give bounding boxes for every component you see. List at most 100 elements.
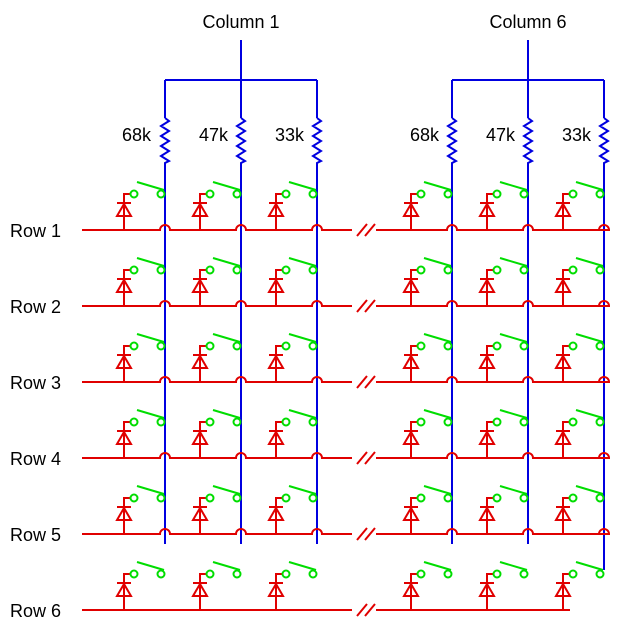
cell-wire [410,421,418,458]
switch-contact [156,493,166,503]
diode-icon [402,202,420,217]
resistor-label-c1-a: 68k [122,125,152,145]
switch-lever [575,485,604,495]
cell-wire [199,269,207,306]
break-mark-icon [356,451,376,465]
cell-wire [562,193,570,230]
diode-icon [191,430,209,445]
switch-contact [443,493,453,503]
switch-lever [575,561,604,571]
cell-wire [275,497,283,534]
diode-icon [191,582,209,597]
cell-wire [199,573,207,610]
switch-lever [288,181,317,191]
switch-lever [136,257,165,267]
switch-icon [416,189,426,199]
switch-icon [129,265,139,275]
switch-icon [129,493,139,503]
switch-lever [288,333,317,343]
switch-lever [212,485,241,495]
switch-contact [595,189,605,199]
switch-lever [212,257,241,267]
switch-lever [575,257,604,267]
switch-contact [595,265,605,275]
switch-icon [281,417,291,427]
switch-lever [423,257,452,267]
switch-contact [308,417,318,427]
switch-icon [205,265,215,275]
break-mark-icon [356,223,376,237]
row-wire [82,452,611,459]
diode-icon [478,354,496,369]
cell-wire [123,345,131,382]
row-gap [352,454,376,462]
switch-contact [595,341,605,351]
cell-wire [410,345,418,382]
switch-contact [443,265,453,275]
switch-contact [156,341,166,351]
switch-contact [308,341,318,351]
switch-icon [416,569,426,579]
switch-contact [519,493,529,503]
column-label-6: Column 6 [489,12,566,32]
row-wire [82,528,611,535]
resistor-label-c6-a: 68k [410,125,440,145]
switch-lever [499,257,528,267]
cell-wire [123,193,131,230]
diode-icon [267,278,285,293]
switch-contact [519,569,529,579]
diode-icon [402,354,420,369]
switch-icon [568,493,578,503]
row-label-2: Row 2 [10,297,61,317]
cell-wire [562,421,570,458]
diode-icon [554,202,572,217]
resistor-zigzag-icon [311,117,324,544]
cell-wire [486,497,494,534]
column-label-1: Column 1 [202,12,279,32]
components [115,181,605,610]
resistor-zigzag-icon [446,117,459,544]
switch-icon [416,417,426,427]
switch-lever [423,333,452,343]
switch-icon [492,341,502,351]
labels: Column 1 Column 6 68k 47k 33k 68k 47k 33… [10,12,592,621]
switch-contact [156,569,166,579]
diode-icon [115,278,133,293]
cell-wire [562,345,570,382]
switch-lever [499,561,528,571]
switch-contact [308,189,318,199]
switch-contact [519,341,529,351]
switch-contact [308,569,318,579]
diode-icon [402,278,420,293]
switch-icon [205,341,215,351]
resistor-zigzag-icon [235,117,248,544]
switch-icon [281,493,291,503]
switch-contact [595,569,605,579]
cell-wire [123,421,131,458]
switch-icon [205,569,215,579]
switch-icon [492,417,502,427]
switch-contact [308,493,318,503]
switch-contact [595,417,605,427]
cell-wire [123,497,131,534]
switch-lever [423,561,452,571]
diode-icon [402,506,420,521]
break-mark-icon [356,527,376,541]
switch-icon [492,265,502,275]
switch-icon [281,341,291,351]
cell-wire [199,193,207,230]
cell-wire [275,421,283,458]
row-gap [352,302,376,310]
diode-icon [115,354,133,369]
row-gap [352,226,376,234]
row-label-4: Row 4 [10,449,61,469]
switch-lever [423,181,452,191]
switch-icon [281,569,291,579]
cell-wire [199,345,207,382]
diode-icon [267,202,285,217]
diode-icon [554,354,572,369]
cell-wire [410,193,418,230]
cell-wire [275,193,283,230]
diode-icon [267,506,285,521]
cell-wire [562,573,570,610]
